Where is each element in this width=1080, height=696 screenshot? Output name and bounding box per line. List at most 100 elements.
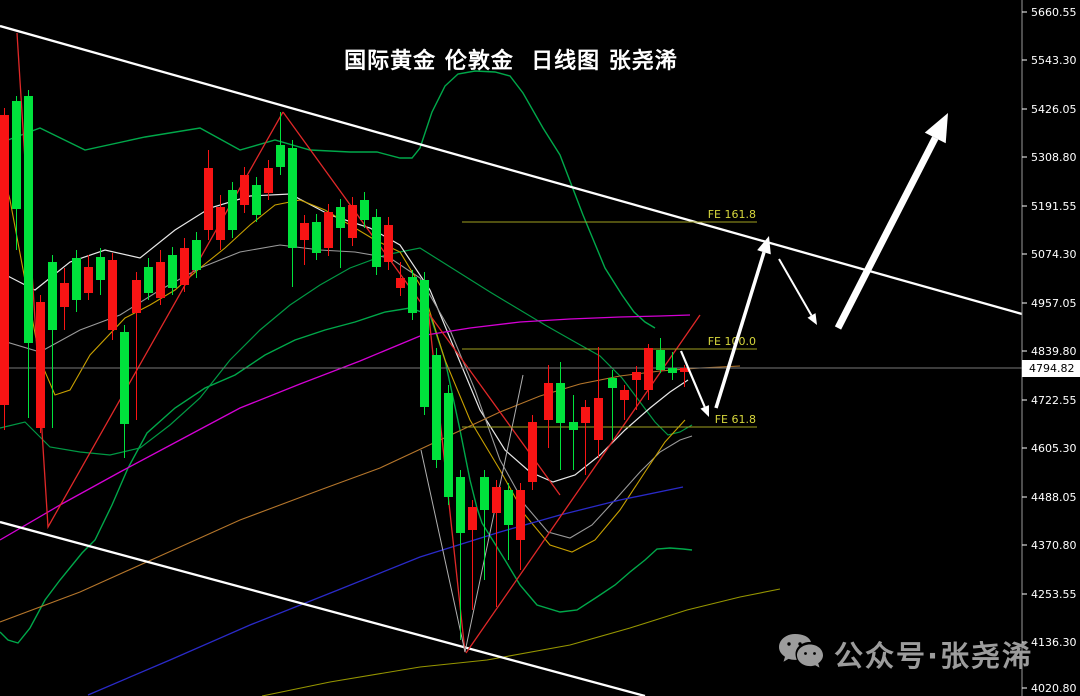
candle-body bbox=[216, 207, 225, 240]
axis-label: 5426.05 bbox=[1031, 103, 1077, 116]
channel-lower-line bbox=[0, 520, 646, 696]
candle-body bbox=[12, 101, 21, 209]
tan-long-ma bbox=[0, 365, 741, 623]
candle-body bbox=[516, 490, 525, 540]
olive-long-line bbox=[261, 588, 781, 696]
candle-body bbox=[204, 168, 213, 230]
candle-body bbox=[492, 487, 501, 513]
candle-body bbox=[36, 302, 45, 428]
candle-body bbox=[432, 355, 441, 460]
candle-body bbox=[468, 507, 477, 530]
axis-label: 5660.55 bbox=[1031, 6, 1077, 19]
axis-label: 4957.05 bbox=[1031, 297, 1077, 310]
candle-body bbox=[544, 383, 553, 420]
candle-body bbox=[144, 267, 153, 293]
candle-body bbox=[276, 145, 285, 167]
candle-body bbox=[420, 280, 429, 407]
small-down-arrow-left bbox=[679, 350, 706, 408]
candle-body bbox=[348, 205, 357, 238]
small-down-arrow-right bbox=[778, 258, 813, 316]
candle-body bbox=[632, 372, 641, 380]
candle-body bbox=[180, 248, 189, 285]
big-up-arrow bbox=[834, 136, 939, 330]
mid-up-arrow-head bbox=[757, 236, 771, 255]
axis-label: 5191.55 bbox=[1031, 200, 1077, 213]
mid-up-arrow bbox=[714, 251, 766, 409]
candle-body bbox=[644, 348, 653, 390]
candle-body bbox=[168, 255, 177, 288]
fib-label: FE 61.8 bbox=[715, 413, 756, 426]
yellow-ma bbox=[0, 161, 686, 553]
candle-body bbox=[556, 383, 565, 423]
candle-body bbox=[264, 168, 273, 193]
candle-body bbox=[336, 207, 345, 228]
candle-body bbox=[60, 283, 69, 307]
axis-label: 4253.55 bbox=[1031, 588, 1077, 601]
candle-body bbox=[680, 368, 689, 372]
axis-label: 4136.30 bbox=[1031, 636, 1077, 649]
candle-body bbox=[504, 490, 513, 525]
candle-body bbox=[252, 185, 261, 215]
axis-label: 4370.80 bbox=[1031, 539, 1077, 552]
candle-body bbox=[228, 190, 237, 230]
white-ma bbox=[0, 193, 689, 483]
candle-body bbox=[24, 96, 33, 343]
chart-title: 国际黄金 伦敦金 日线图 张尧浠 bbox=[344, 49, 678, 74]
gray-ma bbox=[0, 244, 693, 539]
candle-body bbox=[608, 378, 617, 388]
current-price-tag: 4794.82 bbox=[1022, 360, 1080, 377]
candle-body bbox=[288, 148, 297, 248]
axis-label: 5543.30 bbox=[1031, 54, 1077, 67]
candle-body bbox=[528, 422, 537, 482]
axis-label: 5308.80 bbox=[1031, 151, 1077, 164]
candle-body bbox=[408, 277, 417, 313]
candle-body bbox=[0, 115, 9, 405]
candle-body bbox=[594, 398, 603, 440]
small-down-arrow-left-head bbox=[700, 405, 709, 417]
magenta-ma bbox=[0, 314, 691, 541]
candle-body bbox=[300, 223, 309, 240]
candle-body bbox=[120, 332, 129, 424]
candle-body bbox=[72, 258, 81, 300]
axis-label: 4488.05 bbox=[1031, 491, 1077, 504]
fib-label: FE 100.0 bbox=[708, 335, 756, 348]
channel-upper-line bbox=[0, 24, 1023, 316]
wechat-icon bbox=[778, 632, 826, 676]
axis-label: 5074.30 bbox=[1031, 248, 1077, 261]
candle-body bbox=[620, 390, 629, 400]
watermark-text: 公众号·张尧浠 bbox=[834, 639, 1034, 673]
candle-body bbox=[84, 267, 93, 293]
candle-body bbox=[156, 262, 165, 298]
candle-body bbox=[569, 422, 578, 430]
axis-label: 4605.30 bbox=[1031, 442, 1077, 455]
candle-body bbox=[240, 175, 249, 205]
candle-body bbox=[324, 212, 333, 248]
candle-body bbox=[396, 278, 405, 288]
candle-body bbox=[456, 477, 465, 533]
candle-body bbox=[444, 393, 453, 497]
candle-body bbox=[108, 260, 117, 330]
big-up-arrow-head bbox=[924, 113, 948, 144]
watermark: 公众号·张尧浠 bbox=[778, 632, 1033, 676]
candle-body bbox=[360, 200, 369, 220]
candle-body bbox=[372, 217, 381, 267]
fib-label: FE 161.8 bbox=[708, 208, 756, 221]
candle-body bbox=[480, 477, 489, 510]
blue-ma bbox=[87, 486, 684, 696]
candle-body bbox=[581, 407, 590, 423]
candle-body bbox=[96, 257, 105, 280]
candle-body bbox=[384, 225, 393, 262]
axis-label: 4722.55 bbox=[1031, 394, 1077, 407]
candle-body bbox=[48, 262, 57, 330]
candle-body bbox=[132, 280, 141, 313]
axis-label: 4839.80 bbox=[1031, 345, 1077, 358]
candle-body bbox=[192, 240, 201, 270]
bollinger-upper-band bbox=[0, 70, 656, 329]
small-down-arrow-right-head bbox=[807, 313, 817, 325]
axis-label: 4020.80 bbox=[1031, 682, 1077, 695]
gray-zigzag bbox=[420, 374, 524, 653]
candle-body bbox=[656, 350, 665, 370]
candle-body bbox=[312, 222, 321, 253]
